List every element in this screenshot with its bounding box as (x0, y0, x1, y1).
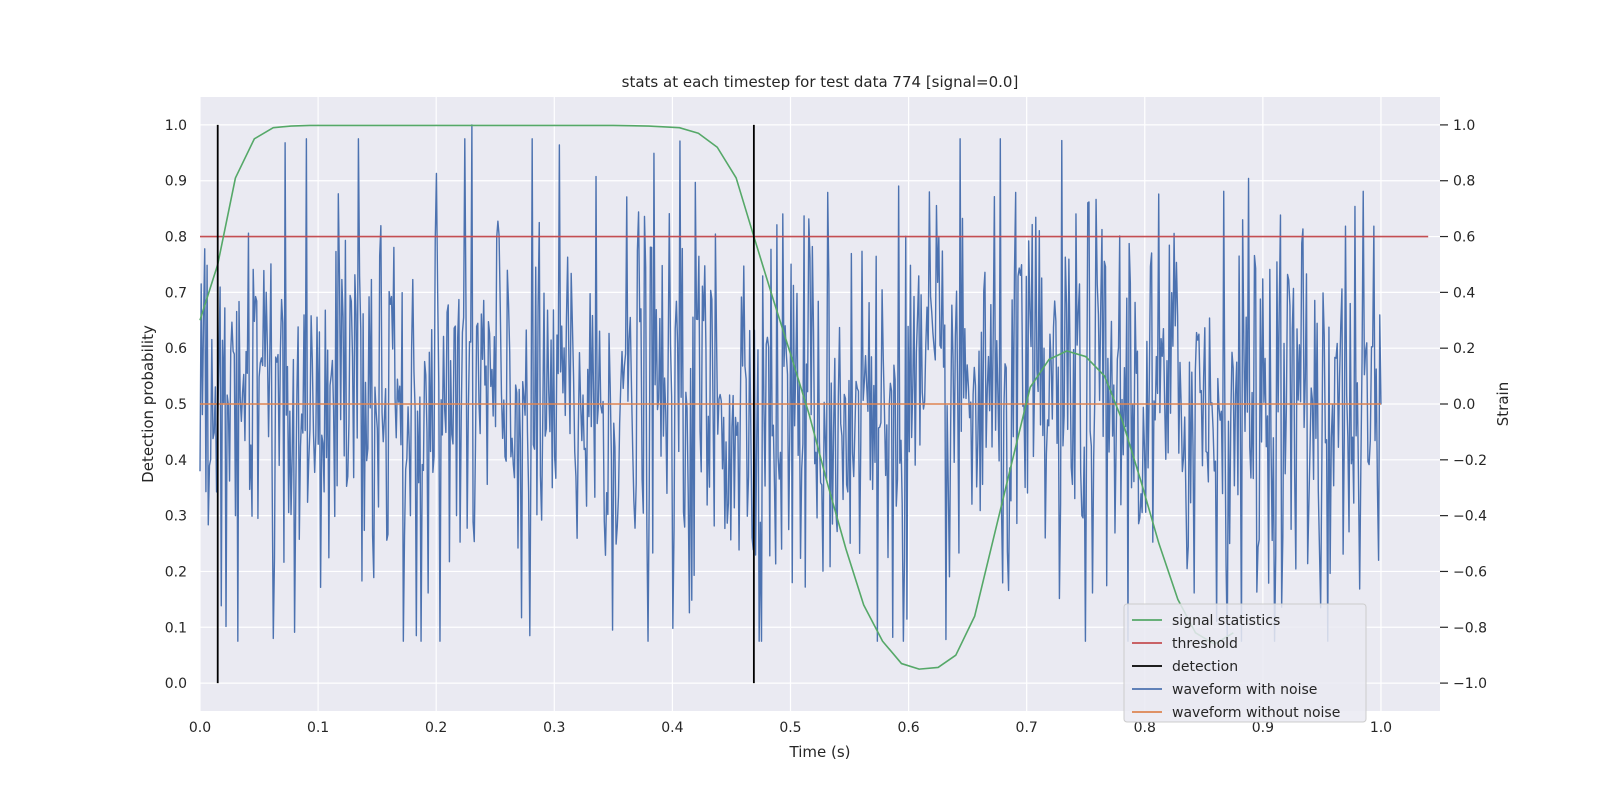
x-tick-label: 0.9 (1252, 720, 1274, 736)
legend-label: detection (1172, 659, 1238, 675)
x-tick-label: 0.8 (1134, 720, 1156, 736)
x-tick-label: 0.1 (307, 720, 329, 736)
y-right-tick-label: −0.6 (1453, 564, 1487, 580)
y-left-tick-label: 0.1 (165, 620, 187, 636)
x-tick-label: 0.2 (425, 720, 447, 736)
x-tick-label: 0.3 (543, 720, 565, 736)
y-axis-label-left: Detection probability (139, 325, 157, 483)
legend-label: threshold (1172, 636, 1238, 652)
x-tick-label: 0.6 (897, 720, 919, 736)
ticks-layer: 0.0 0.1 0.2 0.3 0.4 0.5 0.6 0.7 0.8 0.9 1.0 0.0 0.1 0… (165, 118, 1487, 736)
legend-label: waveform without noise (1172, 705, 1340, 721)
y-right-tick-label: −1.0 (1453, 676, 1487, 692)
legend-label: signal statistics (1172, 613, 1280, 629)
x-tick-label: 1.0 (1370, 720, 1392, 736)
y-left-tick-label: 0.7 (165, 285, 187, 301)
x-tick-label: 0.7 (1016, 720, 1038, 736)
signal-statistics-line (199, 124, 1234, 670)
legend: signal statistics threshold detection wavef… (1123, 603, 1367, 723)
y-left-tick-label: 0.6 (165, 341, 187, 357)
y-right-tick-label: 0.8 (1453, 174, 1475, 190)
y-left-tick-label: 1.0 (165, 118, 187, 134)
y-left-tick-label: 0.0 (165, 676, 187, 692)
y-left-tick-label: 0.3 (165, 509, 187, 525)
y-right-tick-label: 1.0 (1453, 118, 1475, 134)
y-left-tick-label: 0.4 (165, 453, 187, 469)
y-left-tick-label: 0.5 (165, 397, 187, 413)
y-right-tick-label: 0.6 (1453, 230, 1475, 246)
y-right-tick-label: 0.4 (1453, 285, 1475, 301)
y-left-tick-label: 0.2 (165, 564, 187, 580)
x-axis-label: Time (s) (789, 743, 851, 761)
legend-box (1123, 603, 1367, 723)
y-right-tick-label: −0.8 (1453, 620, 1487, 636)
series-layer (199, 124, 1429, 684)
x-tick-label: 0.5 (779, 720, 801, 736)
y-right-tick-label: 0.2 (1453, 341, 1475, 357)
y-right-tick-label: 0.0 (1453, 397, 1475, 413)
x-tick-label: 0.0 (189, 720, 211, 736)
y-right-tick-label: −0.2 (1453, 453, 1487, 469)
legend-label: waveform with noise (1172, 682, 1317, 698)
chart-title: stats at each timestep for test data 774… (622, 73, 1019, 91)
y-right-tick-label: −0.4 (1453, 509, 1487, 525)
y-axis-label-right: Strain (1494, 382, 1512, 426)
waveform-with-noise-line (199, 124, 1382, 642)
x-tick-label: 0.4 (661, 720, 683, 736)
y-left-tick-label: 0.9 (165, 174, 187, 190)
y-left-tick-label: 0.8 (165, 230, 187, 246)
